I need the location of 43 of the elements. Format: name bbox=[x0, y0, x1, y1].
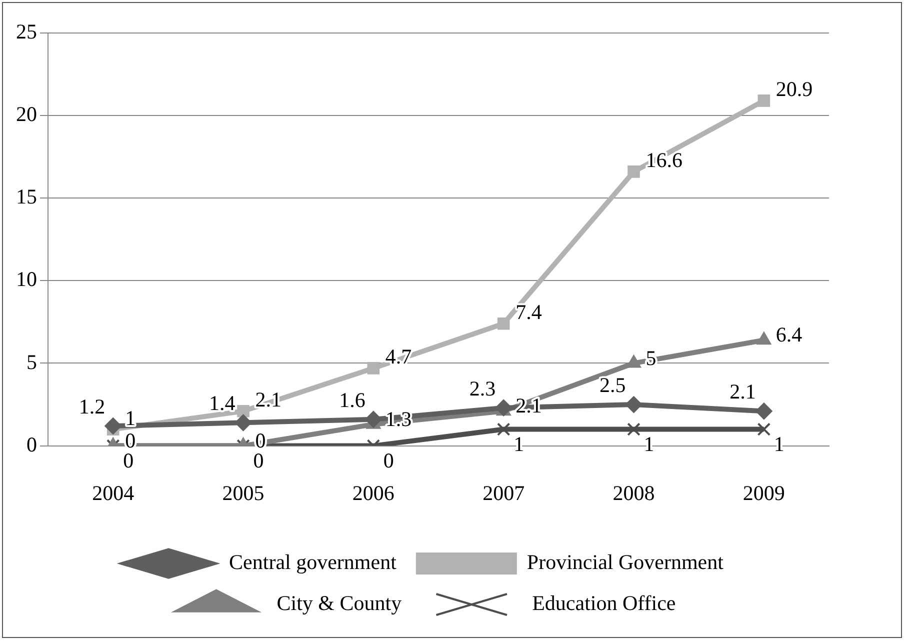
y-tick-label: 0 bbox=[26, 432, 37, 456]
y-tick-label: 25 bbox=[16, 20, 37, 44]
legend-label: Provincial Government bbox=[526, 550, 724, 574]
data-label: 2.3 bbox=[469, 376, 496, 400]
data-label: 1 bbox=[774, 432, 784, 456]
x-tick-label: 2008 bbox=[612, 480, 655, 505]
y-tick-label: 20 bbox=[16, 102, 37, 126]
data-label: 2.1 bbox=[730, 380, 756, 404]
data-label: 0 bbox=[383, 448, 394, 472]
data-label: 1.4 bbox=[209, 391, 236, 416]
point bbox=[755, 402, 772, 420]
data-label: 2.1 bbox=[255, 388, 282, 412]
data-label: 0 bbox=[253, 448, 264, 472]
data-label: 20.9 bbox=[776, 77, 813, 102]
x-tick-label: 2006 bbox=[352, 480, 394, 505]
x-tick-label: 2004 bbox=[92, 480, 135, 505]
data-label: 1 bbox=[514, 432, 524, 456]
point bbox=[628, 166, 640, 178]
y-tick-label: 5 bbox=[26, 350, 37, 374]
point bbox=[497, 317, 510, 330]
point bbox=[237, 404, 250, 418]
legend-label: Education Office bbox=[532, 591, 676, 616]
point bbox=[625, 396, 642, 414]
data-label: 6.4 bbox=[776, 322, 803, 347]
point bbox=[627, 422, 640, 436]
legend-label: City & County bbox=[276, 591, 402, 616]
data-label: 16.6 bbox=[646, 148, 682, 172]
x-tick-label: 2005 bbox=[222, 480, 264, 505]
data-label: 1.6 bbox=[339, 388, 366, 412]
data-label: 4.7 bbox=[385, 344, 412, 369]
data-label: 1 bbox=[644, 432, 654, 456]
x-tick-label: 2009 bbox=[742, 480, 785, 505]
data-label: 7.4 bbox=[516, 300, 542, 324]
point bbox=[496, 422, 510, 436]
point bbox=[367, 362, 380, 374]
legend-label: Central government bbox=[229, 550, 397, 574]
y-tick-label: 15 bbox=[16, 184, 37, 209]
point bbox=[757, 422, 771, 436]
data-label: 2.5 bbox=[600, 373, 626, 398]
y-tick-label: 10 bbox=[16, 267, 37, 292]
point bbox=[758, 94, 770, 107]
x-tick-label: 2007 bbox=[482, 480, 525, 505]
data-label: 1.2 bbox=[78, 394, 106, 418]
